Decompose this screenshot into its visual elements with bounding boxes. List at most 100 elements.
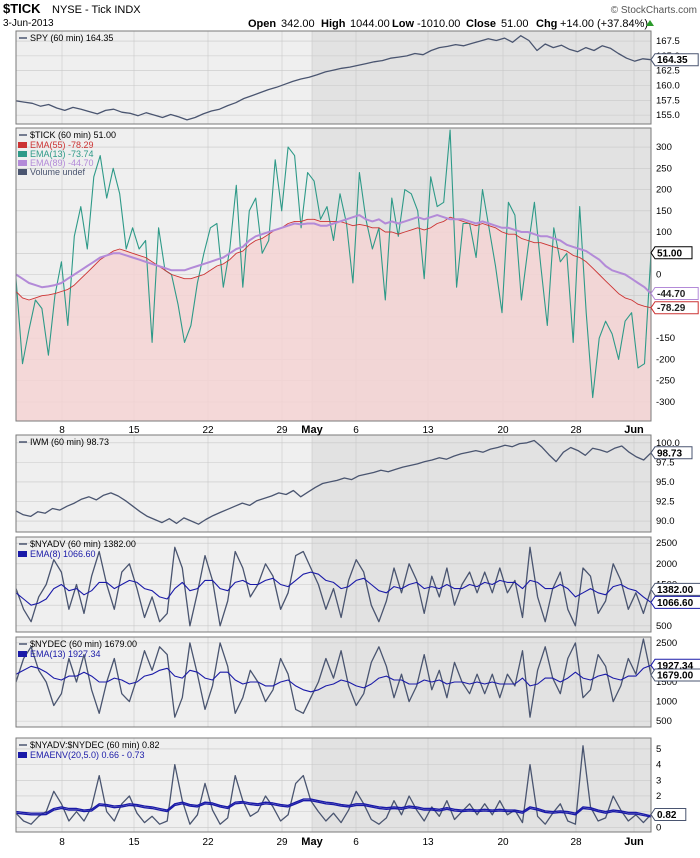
nydec-ytick: 1000: [656, 697, 677, 708]
nyadv-panel: 5001000150020002500$NYADV (60 min) 1382.…: [15, 536, 700, 633]
nyadv-series--nyadv: [15, 546, 652, 627]
x-axis-bottom-label: 20: [497, 837, 509, 848]
nydec-series--nydec: [15, 638, 652, 718]
nyadv-title: $NYADV (60 min) 1382.00: [30, 539, 136, 549]
x-axis-top-label: 29: [276, 425, 288, 436]
iwm-series-iwm: [15, 439, 652, 525]
iwm-bg-may: [312, 435, 651, 532]
ratio-panel: 012345$NYADV:$NYDEC (60 min) 0.82EMAENV(…: [15, 737, 687, 833]
chart-header: $TICK NYSE - Tick INDX 3-Jun-2013 Open 3…: [3, 1, 697, 30]
ratio-series-emaenv-upper: [15, 798, 652, 817]
header-date: 3-Jun-2013: [3, 18, 54, 29]
tick-value-tag: 51.00: [657, 248, 682, 259]
ema55-area-fill: [16, 217, 651, 421]
tick-legend-entry: EMA(13) -73.74: [30, 149, 94, 159]
nydec-panel: 5001000150020002500$NYDEC (60 min) 1679.…: [15, 636, 700, 728]
nyadv-value-tag-box: [650, 582, 700, 596]
spy-ytick: 162.5: [656, 66, 680, 77]
tick-ytick: 100: [656, 227, 672, 238]
nydec-ytick: 1500: [656, 677, 677, 688]
x-axis-top-label: 20: [497, 425, 509, 436]
ratio-value-tag: 0.82: [657, 810, 677, 821]
tick-value-tag-box: [650, 246, 693, 260]
spy-ytick: 157.5: [656, 95, 680, 106]
nydec-legend-swatch: [18, 651, 27, 657]
nyadv-value-tag: 1382.00: [657, 585, 694, 596]
ratio-bg-april: [16, 738, 312, 832]
tick-legend-swatch: [18, 142, 27, 148]
ratio-series--nyadv-nydec: [15, 745, 652, 825]
tick-value-tag-box: [650, 287, 699, 300]
tick-ytick: -300: [656, 397, 675, 408]
low-value: -1010.00: [417, 18, 460, 30]
tick-series--tick: [15, 129, 652, 399]
close-value: 51.00: [501, 18, 529, 30]
chg-label: Chg: [536, 18, 557, 30]
iwm-ytick: 97.5: [656, 457, 675, 468]
header-name: NYSE - Tick INDX: [52, 4, 141, 16]
x-axis-bottom-label: 28: [570, 837, 582, 848]
nydec-ytick: 2500: [656, 638, 677, 649]
tick-ytick: -200: [656, 354, 675, 365]
close-label: Close: [466, 18, 496, 30]
iwm-ytick: 95.0: [656, 477, 675, 488]
spy-value-tag-box: [650, 53, 699, 67]
x-axis-top-label: 22: [202, 425, 214, 436]
nyadv-legend-swatch: [18, 551, 27, 557]
nyadv-frame: [15, 536, 652, 633]
nyadv-series-ema-8-: [15, 571, 652, 606]
iwm-panel: 90.0 92.5 95.0 97.5 100.0 IWM (60 min) 98.73 9…: [15, 434, 693, 533]
tick-title: $TICK (60 min) 51.00: [30, 130, 116, 140]
nydec-frame: [15, 636, 652, 728]
x-axis-top-label: 6: [353, 425, 359, 436]
ratio-ytick: 2: [656, 791, 661, 802]
tick-ytick: 250: [656, 163, 672, 174]
spy-bg-may: [312, 31, 651, 124]
nydec-series-ema-13-: [15, 664, 652, 693]
high-value: 1044.00: [350, 18, 390, 30]
x-axis-bottom-label: Jun: [624, 836, 644, 848]
tick-ytick: 200: [656, 185, 672, 196]
open-label: Open: [248, 18, 276, 30]
nydec-value-tag: 1679.00: [657, 670, 694, 681]
x-axis-bottom-label: 8: [59, 837, 65, 848]
tick-series-ema-89-: [15, 214, 652, 295]
tick-legend-entry: EMA(55) -78.29: [30, 140, 94, 150]
tick-ytick: 150: [656, 206, 672, 217]
iwm-value-tag-box: [650, 446, 693, 460]
low-label: Low: [392, 18, 414, 30]
iwm-value-tag: 98.73: [657, 448, 682, 459]
nyadv-ytick: 500: [656, 621, 672, 632]
tick-legend-swatch: [18, 151, 27, 157]
tick-ytick: 0: [656, 270, 661, 281]
ratio-title: $NYADV:$NYDEC (60 min) 0.82: [30, 740, 160, 750]
tick-ytick: -150: [656, 333, 675, 344]
x-axis-top-label: 15: [128, 425, 140, 436]
nydec-value-tag-box: [650, 668, 700, 682]
x-axis-top-label: May: [301, 424, 323, 436]
tick-value-tag: -44.70: [657, 289, 686, 300]
tick-legend-entry: Volume undef: [30, 167, 86, 177]
tick-panel: -300 -250 -200 -150 0 100 150 200 250 300 $TICK (6…: [15, 127, 699, 422]
nyadv-legend-entry: EMA(8) 1066.60: [30, 549, 96, 559]
ratio-ytick: 3: [656, 775, 661, 786]
nydec-ytick: 500: [656, 716, 672, 727]
ratio-ytick: 5: [656, 744, 661, 755]
nyadv-ytick: 2500: [656, 538, 677, 549]
up-arrow-icon: [646, 20, 654, 26]
ratio-ytick: 0: [656, 822, 661, 833]
ratio-bg-may: [312, 738, 651, 832]
ratio-value-tag-box: [650, 808, 687, 821]
nydec-legend-entry: EMA(13) 1927.34: [30, 649, 101, 659]
ratio-frame: [15, 737, 652, 833]
nyadv-value-tag: 1066.60: [657, 598, 694, 609]
tick-value-tag-box: [650, 301, 699, 315]
x-axis-bottom-label: May: [301, 836, 323, 848]
tick-frame: [15, 127, 652, 422]
x-axis-bottom-label: 13: [422, 837, 434, 848]
nyadv-value-tag-box: [650, 595, 700, 609]
x-axis-bottom-label: 29: [276, 837, 288, 848]
spy-ytick: 160.0: [656, 80, 680, 91]
